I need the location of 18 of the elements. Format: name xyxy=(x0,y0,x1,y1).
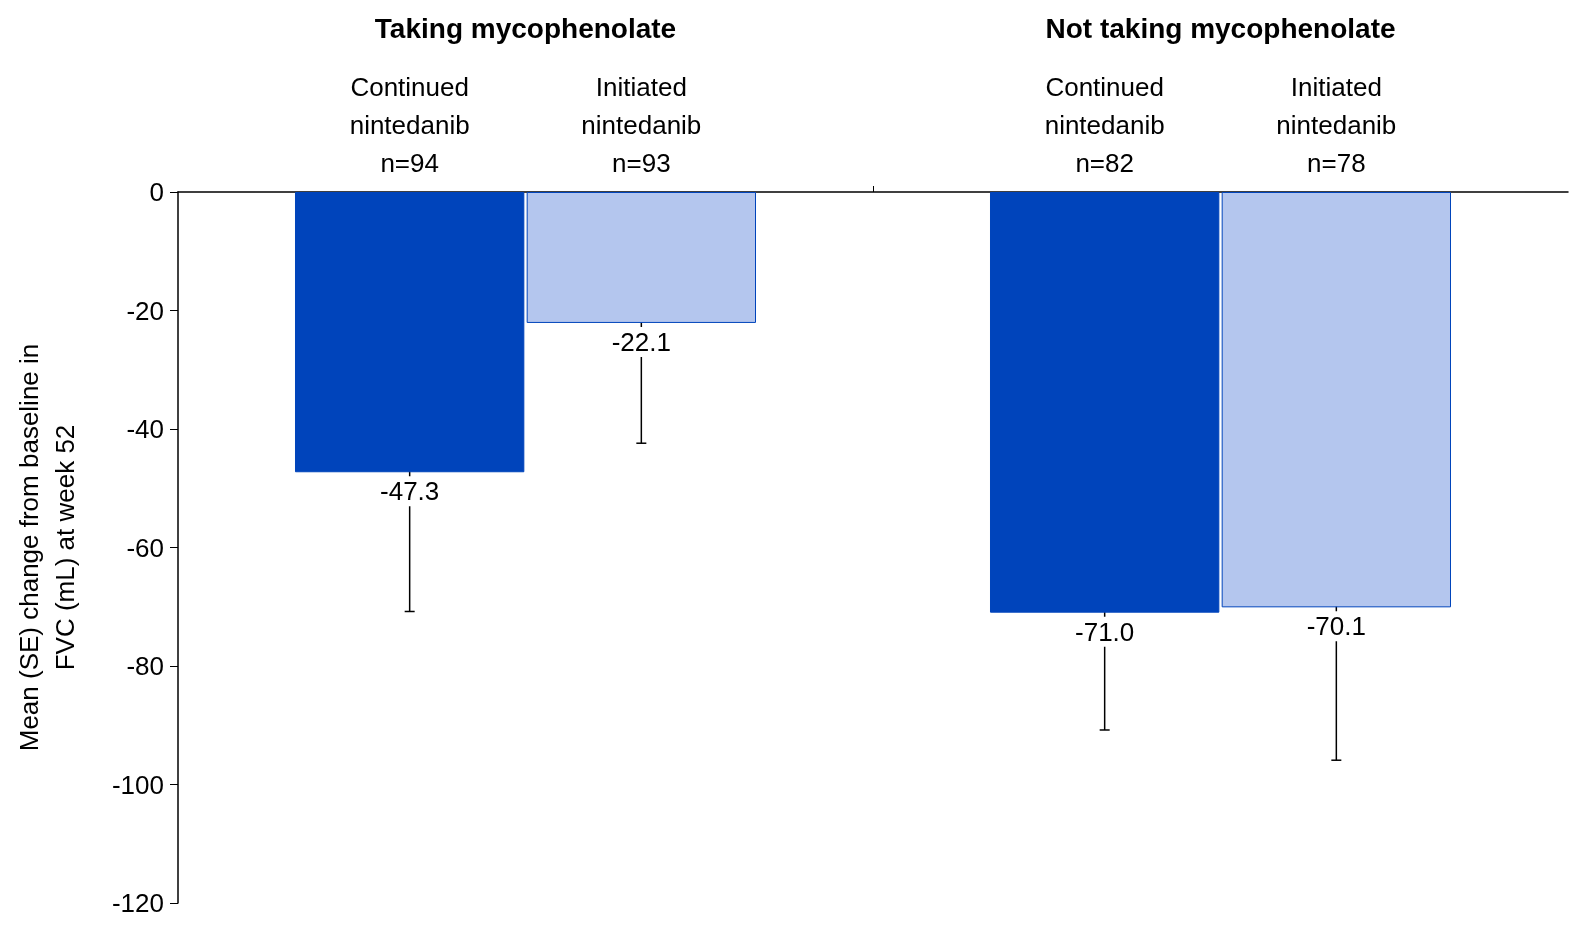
x-tick-label: Initiated nintedanib n=93 xyxy=(581,72,702,178)
x-tick-label: Continued nintedanib n=82 xyxy=(1044,72,1165,178)
text: Taking mycophenolate xyxy=(374,12,677,44)
text: Not taking mycophenolate xyxy=(1045,12,1396,44)
x-tick-label: Initiated nintedanib n=78 xyxy=(1276,72,1397,178)
y-tick-label: -20 xyxy=(126,295,164,326)
y-tick-label: -80 xyxy=(126,651,164,681)
data-label: -22.1 xyxy=(611,326,671,357)
y-tick-label: -60 xyxy=(126,532,164,563)
y-tick-label: -100 xyxy=(111,769,164,800)
data-label: -47.3 xyxy=(380,476,440,507)
data-label: -70.1 xyxy=(1306,611,1366,642)
y-tick-label: -120 xyxy=(111,888,164,918)
x-tick-label: Continued nintedanib n=94 xyxy=(349,72,470,178)
y-tick-label: -40 xyxy=(126,414,164,444)
y-axis-title: Mean (SE) change from baseline in FVC (mL) at week 52 xyxy=(14,343,80,752)
y-tick-label: 0 xyxy=(149,177,164,207)
data-label: -71.0 xyxy=(1075,616,1135,647)
